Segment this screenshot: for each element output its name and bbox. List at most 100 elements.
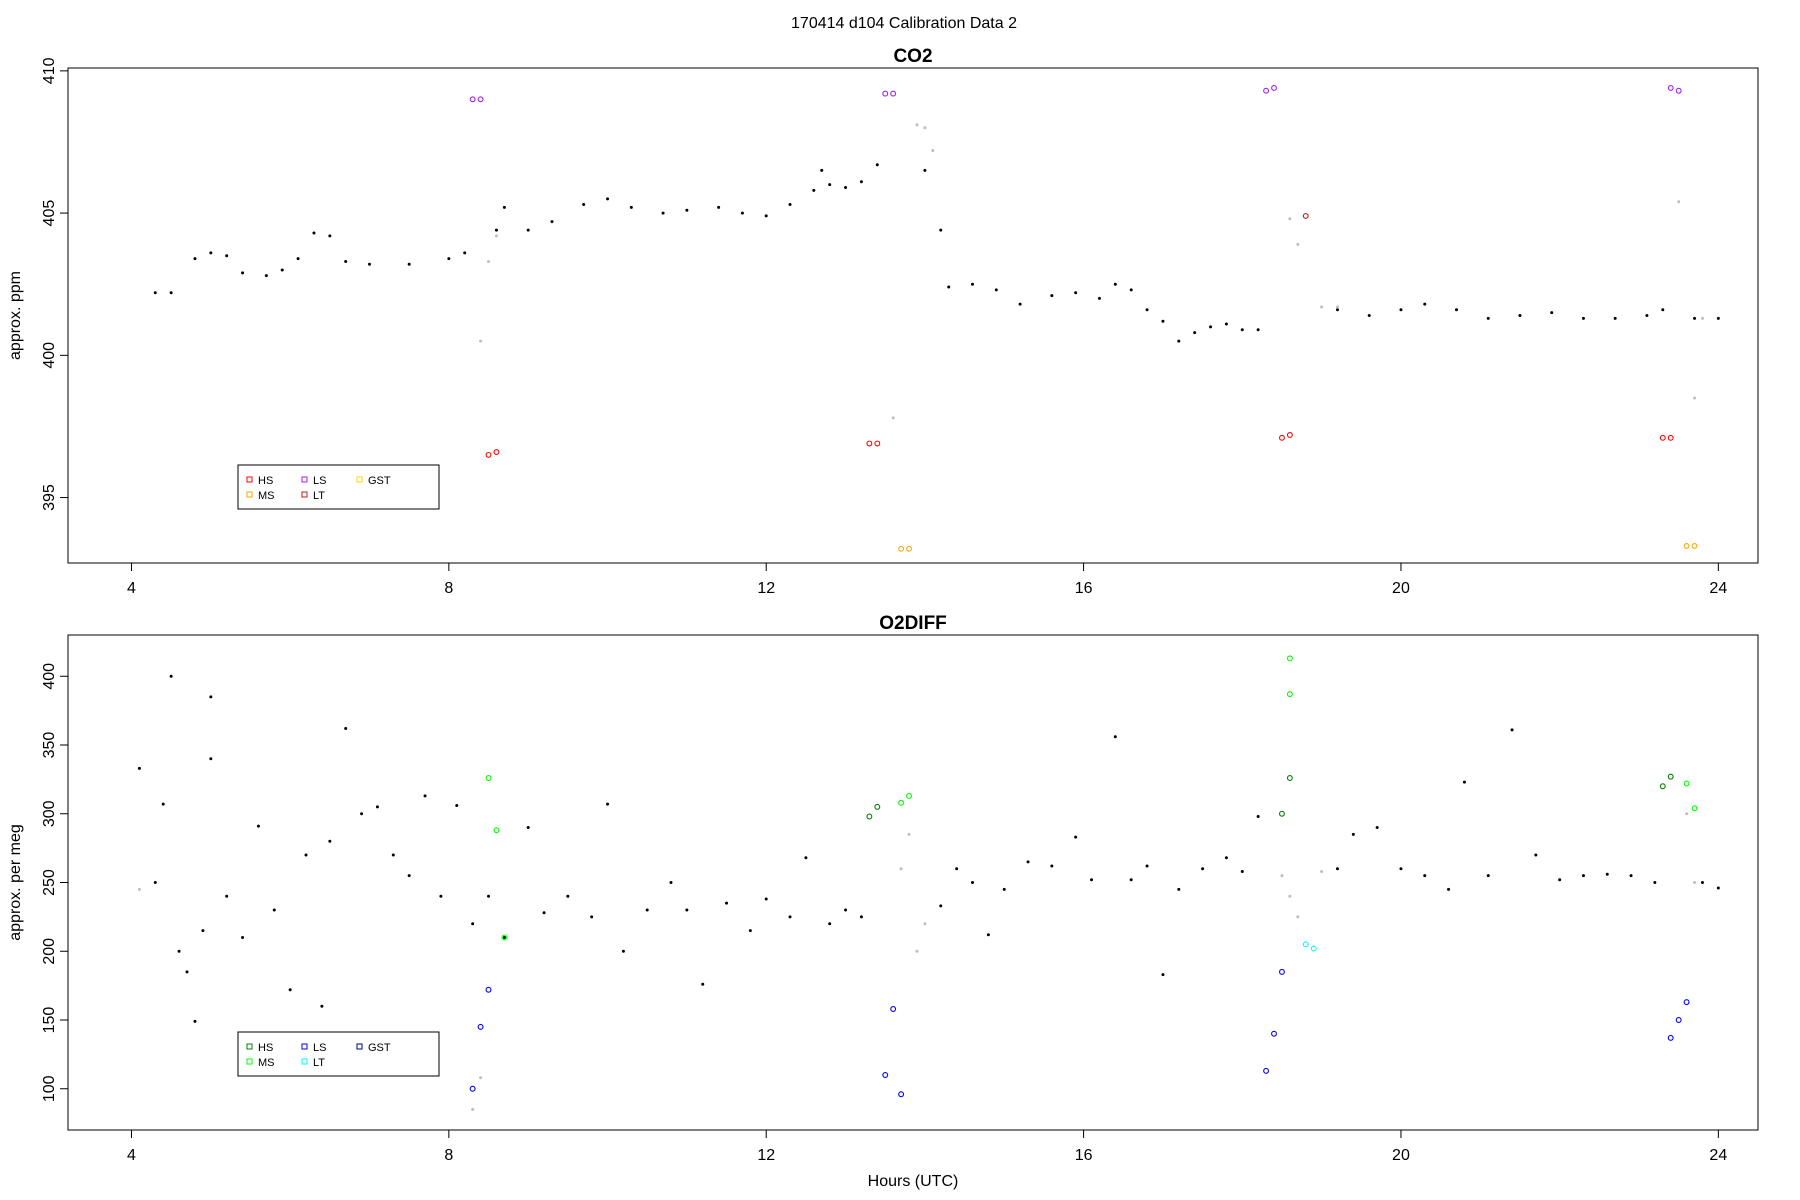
y-tick-label: 410 bbox=[41, 57, 58, 84]
series-LS bbox=[469, 968, 1690, 1098]
data-point bbox=[241, 936, 245, 939]
data-point bbox=[971, 282, 975, 286]
x-tick-label: 16 bbox=[1075, 580, 1093, 597]
data-point bbox=[1286, 655, 1293, 662]
data-point bbox=[494, 234, 498, 238]
data-point bbox=[550, 220, 554, 224]
data-point bbox=[1193, 331, 1197, 335]
data-point bbox=[1399, 308, 1403, 312]
data-point bbox=[1074, 835, 1078, 839]
data-point bbox=[1423, 302, 1427, 306]
x-tick-label: 4 bbox=[127, 1147, 136, 1164]
series-LS bbox=[469, 84, 1682, 103]
y-tick-label: 150 bbox=[41, 1007, 58, 1034]
data-point bbox=[1161, 319, 1165, 323]
data-point bbox=[1090, 878, 1094, 882]
data-point bbox=[1113, 282, 1117, 286]
data-point bbox=[494, 228, 498, 232]
data-point bbox=[1286, 691, 1293, 698]
data-point bbox=[1518, 314, 1522, 317]
series-sample bbox=[153, 163, 1720, 343]
data-point bbox=[1462, 780, 1466, 784]
chart-title: O2DIFF bbox=[879, 613, 947, 634]
data-point bbox=[1700, 881, 1704, 884]
data-point bbox=[1271, 84, 1277, 91]
data-point bbox=[1224, 856, 1228, 860]
data-point bbox=[1683, 999, 1690, 1006]
data-point bbox=[1026, 860, 1030, 864]
data-point bbox=[1296, 915, 1300, 919]
data-point bbox=[304, 853, 308, 857]
data-point bbox=[915, 123, 919, 127]
y-tick-label: 300 bbox=[41, 800, 58, 827]
data-point bbox=[939, 228, 943, 232]
legend-swatch bbox=[301, 476, 308, 483]
series-MS bbox=[898, 542, 1698, 552]
data-point bbox=[629, 205, 633, 209]
data-point bbox=[890, 1006, 897, 1012]
data-point bbox=[907, 832, 911, 836]
data-point bbox=[471, 922, 475, 926]
data-point bbox=[898, 799, 905, 806]
y-tick-label: 400 bbox=[41, 663, 58, 690]
data-point bbox=[923, 126, 927, 130]
data-point bbox=[1447, 887, 1451, 891]
data-point bbox=[1454, 308, 1458, 312]
data-point bbox=[1645, 314, 1649, 317]
data-point bbox=[1320, 305, 1324, 309]
data-point bbox=[1240, 870, 1244, 873]
data-point bbox=[375, 805, 379, 809]
data-point bbox=[994, 288, 998, 292]
data-point bbox=[209, 695, 213, 699]
data-point bbox=[328, 234, 332, 238]
data-point bbox=[1667, 84, 1674, 91]
x-tick-label: 20 bbox=[1392, 1147, 1410, 1164]
data-point bbox=[368, 262, 372, 266]
data-point bbox=[1145, 864, 1149, 868]
data-point bbox=[153, 291, 157, 295]
data-point bbox=[740, 211, 744, 215]
x-tick-label: 16 bbox=[1075, 1147, 1093, 1164]
y-tick-label: 405 bbox=[41, 200, 58, 227]
data-point bbox=[1659, 783, 1666, 790]
data-point bbox=[645, 908, 649, 912]
data-point bbox=[859, 915, 863, 919]
data-point bbox=[344, 727, 348, 730]
legend-label: LS bbox=[313, 475, 326, 487]
data-point bbox=[1534, 853, 1538, 857]
data-point bbox=[153, 881, 157, 884]
data-point bbox=[986, 933, 990, 937]
data-point bbox=[209, 757, 213, 761]
data-point bbox=[1677, 200, 1681, 204]
data-point bbox=[882, 1072, 889, 1078]
chart-title: CO2 bbox=[893, 46, 932, 67]
x-tick-label: 4 bbox=[127, 580, 136, 597]
data-point bbox=[1667, 1034, 1674, 1041]
data-point bbox=[1177, 887, 1181, 891]
data-point bbox=[971, 881, 975, 884]
data-point bbox=[1335, 305, 1339, 309]
data-point bbox=[502, 205, 506, 209]
data-point bbox=[1691, 542, 1698, 549]
data-point bbox=[493, 449, 500, 456]
y-tick-label: 100 bbox=[41, 1075, 58, 1102]
data-point bbox=[844, 908, 848, 912]
legend-label: GST bbox=[368, 475, 391, 487]
data-point bbox=[874, 803, 881, 810]
x-tick-label: 8 bbox=[444, 1147, 453, 1164]
data-point bbox=[1693, 396, 1697, 400]
data-point bbox=[899, 867, 903, 871]
data-point bbox=[391, 853, 395, 857]
legend-label: LT bbox=[313, 1057, 325, 1069]
data-point bbox=[804, 856, 808, 860]
legend-swatch bbox=[246, 1058, 253, 1065]
data-point bbox=[1145, 308, 1149, 312]
data-point bbox=[1074, 291, 1078, 295]
data-point bbox=[1351, 832, 1355, 836]
legend-swatch bbox=[356, 476, 363, 483]
data-point bbox=[209, 251, 213, 255]
data-point bbox=[1002, 887, 1006, 891]
data-point bbox=[582, 203, 586, 207]
data-point bbox=[955, 867, 959, 871]
data-point bbox=[1320, 870, 1324, 873]
